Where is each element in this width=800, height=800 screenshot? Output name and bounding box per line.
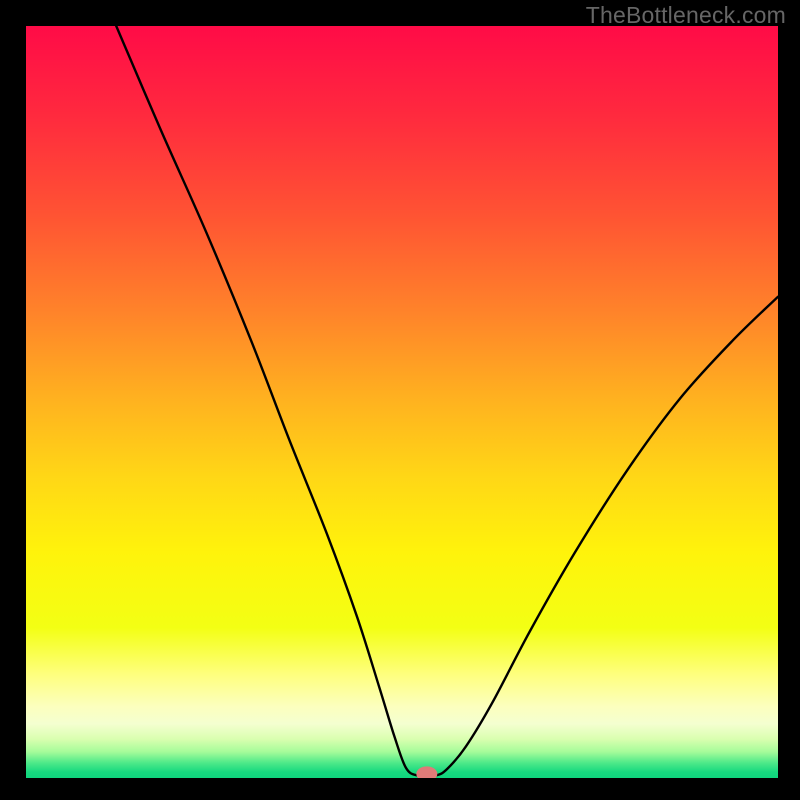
gradient-background [26, 26, 778, 778]
chart-frame: TheBottleneck.com [0, 0, 800, 800]
source-watermark: TheBottleneck.com [586, 2, 786, 29]
chart-svg [26, 26, 778, 778]
plot-area [26, 26, 778, 778]
